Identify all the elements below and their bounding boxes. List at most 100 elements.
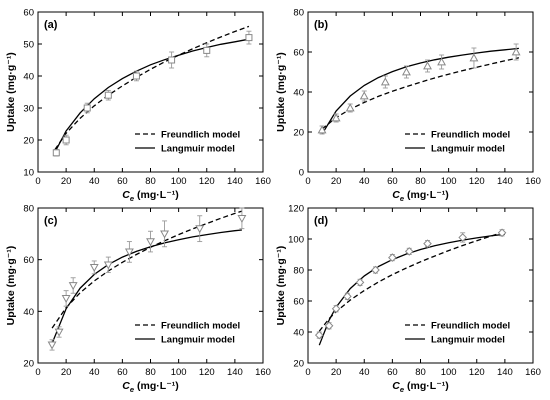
y-tick-label: 60 (293, 48, 304, 59)
data-point (47, 341, 57, 350)
data-point (331, 113, 341, 122)
legend-label-langmuir: Langmuir model (431, 144, 505, 155)
x-tick-label: 60 (387, 176, 398, 187)
y-tick-label: 60 (293, 297, 304, 308)
y-tick-label: 50 (23, 40, 34, 51)
x-tick-label: 160 (525, 176, 541, 187)
x-tick-label: 100 (171, 176, 187, 187)
panel-label: (d) (314, 215, 328, 227)
x-tick-label: 80 (415, 367, 426, 378)
x-tick-label: 20 (331, 176, 342, 187)
data-point (401, 67, 411, 76)
x-tick-label: 140 (497, 367, 513, 378)
x-tick-label: 160 (255, 367, 271, 378)
x-tick-label: 100 (441, 367, 457, 378)
x-tick-label: 60 (387, 367, 398, 378)
freundlich-curve (321, 57, 520, 130)
data-point (437, 57, 447, 66)
chart-panel-1: 0 20 40 60 80 100 120 140 160 0 20 40 60 80 Uptake (mg… (275, 8, 541, 204)
data-point (388, 253, 397, 262)
panel-label: (a) (44, 19, 58, 31)
data-point (314, 330, 324, 340)
data-point (345, 103, 355, 112)
x-axis-subscript: e (130, 385, 134, 394)
y-axis-title: Uptake (mg·g⁻¹) (5, 246, 17, 326)
x-axis-title: Ce (mg·L⁻¹) (392, 380, 448, 394)
data-point (355, 278, 365, 287)
data-point (317, 125, 327, 134)
freundlich-curve (51, 210, 243, 329)
y-tick-label: 40 (23, 307, 34, 318)
x-axis-symbol: C (392, 380, 400, 392)
x-axis-symbol: C (122, 380, 130, 392)
x-axis-subscript: e (400, 385, 404, 394)
data-point (62, 136, 70, 144)
x-axis-title: Ce (mg·L⁻¹) (392, 189, 448, 203)
x-tick-label: 80 (415, 176, 426, 187)
chart-panel-3: 0 20 40 60 80 100 120 140 16020406080100120Uptak… (275, 204, 541, 395)
x-tick-label: 40 (89, 367, 100, 378)
y-tick-label: 30 (23, 104, 34, 115)
langmuir-curve (318, 233, 505, 346)
data-point (404, 247, 414, 256)
y-tick-label: 60 (23, 255, 34, 266)
x-axis-symbol: C (392, 189, 400, 201)
x-tick-label: 20 (61, 367, 72, 378)
data-point (146, 238, 155, 247)
x-tick-label: 60 (117, 176, 128, 187)
x-tick-label: 40 (359, 176, 370, 187)
data-point (380, 77, 390, 86)
y-tick-label: 20 (293, 128, 304, 139)
chart-panel-0: 0 20 40 60 80 100 120 140 160 10 20 30 40 50 60 Uptake … (5, 8, 271, 204)
data-point (469, 53, 479, 62)
legend-label-langmuir: Langmuir model (431, 335, 505, 346)
x-tick-label: 140 (227, 367, 243, 378)
legend-label-freundlich: Freundlich model (161, 130, 240, 141)
x-axis-subscript: e (400, 194, 404, 203)
legend-label-freundlich: Freundlich model (161, 321, 240, 332)
data-point (104, 91, 112, 99)
data-point (132, 72, 140, 80)
x-tick-label: 0 (305, 176, 310, 187)
x-tick-label: 20 (331, 367, 342, 378)
data-point (83, 104, 91, 112)
y-tick-label: 40 (293, 328, 304, 339)
freundlich-curve (318, 231, 506, 332)
data-point (371, 265, 380, 275)
y-tick-label: 10 (23, 168, 34, 179)
legend-label-freundlich: Freundlich model (431, 130, 510, 141)
legend-label-langmuir: Langmuir model (161, 335, 235, 346)
x-axis-unit: (mg·L⁻¹) (407, 380, 449, 392)
x-tick-label: 120 (469, 176, 485, 187)
legend-label-freundlich: Freundlich model (431, 321, 510, 332)
x-tick-label: 0 (35, 176, 40, 187)
data-point (89, 264, 99, 273)
data-point (54, 328, 64, 337)
x-tick-label: 0 (305, 367, 310, 378)
y-tick-label: 120 (288, 204, 304, 215)
data-point (511, 47, 521, 56)
x-tick-label: 120 (199, 176, 215, 187)
x-tick-label: 80 (145, 367, 156, 378)
data-point (124, 248, 134, 257)
y-tick-label: 80 (293, 266, 304, 277)
langmuir-curve (321, 47, 519, 135)
data-point (331, 304, 341, 314)
y-tick-label: 40 (23, 72, 34, 83)
y-tick-label: 20 (23, 136, 34, 147)
x-axis-title: Ce (mg·L⁻¹) (122, 380, 178, 394)
x-tick-label: 160 (255, 176, 271, 187)
y-tick-label: 60 (23, 8, 34, 19)
x-axis-unit: (mg·L⁻¹) (407, 189, 449, 201)
data-point (237, 214, 247, 223)
x-tick-label: 0 (35, 367, 40, 378)
x-tick-label: 140 (497, 176, 513, 187)
y-axis-title: Uptake (mg·g⁻¹) (275, 52, 287, 132)
x-tick-label: 60 (117, 367, 128, 378)
data-point (68, 282, 78, 291)
y-tick-label: 20 (293, 359, 304, 370)
panel-label: (c) (44, 215, 58, 227)
data-point (195, 225, 205, 234)
y-tick-label: 40 (293, 88, 304, 99)
